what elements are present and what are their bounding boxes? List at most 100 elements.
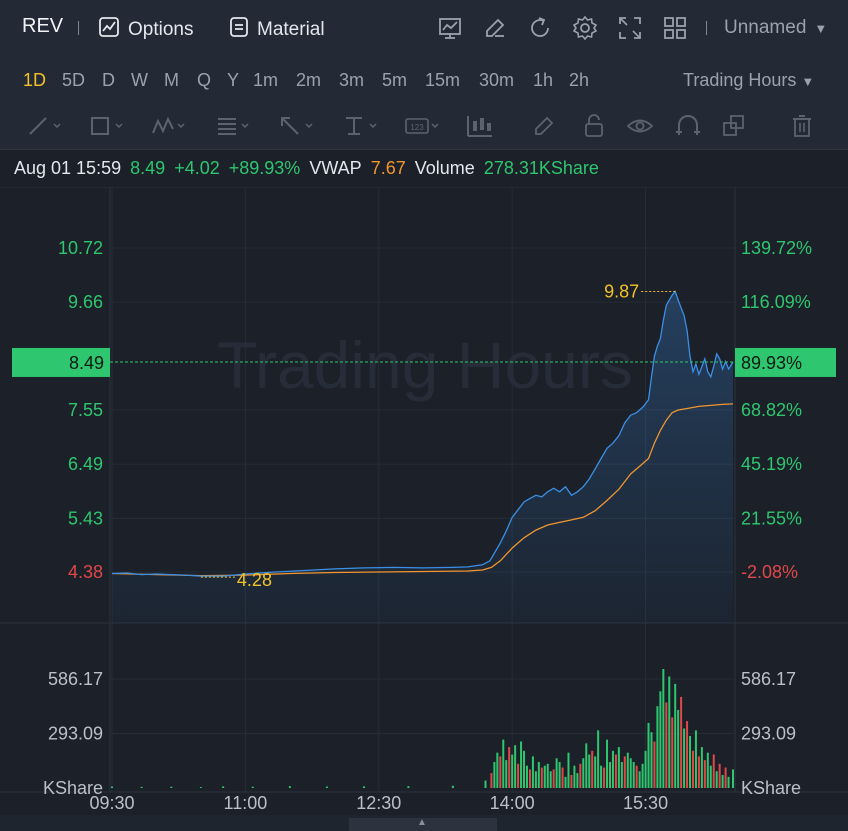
period-5d[interactable]: 5D <box>62 70 86 90</box>
volume-bar <box>288 786 291 788</box>
time-tick: 14:00 <box>490 793 535 813</box>
intraday-chart[interactable]: Trading Hours 10.72 139.72% 9.66 116.09% 7.5… <box>0 186 848 815</box>
rectangle-tool-icon[interactable] <box>88 113 124 139</box>
period-1d[interactable]: 1D <box>23 70 47 90</box>
volume-bar <box>683 728 686 788</box>
volume-bar <box>727 776 730 788</box>
candle-tool-icon[interactable] <box>464 113 500 139</box>
period-y[interactable]: Y <box>227 70 240 90</box>
volume-bar <box>629 758 632 788</box>
session-select[interactable]: Trading Hours ▼ <box>683 70 814 91</box>
volume-bar <box>558 761 561 788</box>
period-d[interactable]: D <box>102 70 115 90</box>
pct-tick: 45.19% <box>741 454 802 474</box>
price-tick: 5.43 <box>68 508 103 528</box>
volume-bar <box>686 721 689 788</box>
volume-bar <box>140 786 143 788</box>
volume-bar <box>671 717 674 788</box>
line-tool-icon[interactable] <box>26 113 62 139</box>
volume-bar <box>721 774 724 788</box>
price-line <box>111 290 734 577</box>
volume-bar <box>674 683 677 788</box>
volume-bar <box>496 752 499 788</box>
volume-bar <box>732 769 734 788</box>
eye-icon[interactable] <box>622 113 658 139</box>
fullscreen-icon[interactable] <box>616 14 644 42</box>
volume-bar <box>499 756 502 788</box>
period-2m[interactable]: 2m <box>296 70 322 90</box>
volume-bar <box>603 767 606 788</box>
period-15m[interactable]: 15m <box>425 70 461 90</box>
volume-bar <box>656 706 659 788</box>
ticker-symbol[interactable]: REV <box>22 15 64 37</box>
axis-labels: 10.72 139.72% 9.66 116.09% 7.55 68.82% 6.49 45.… <box>12 238 836 813</box>
volume-bar <box>620 761 623 788</box>
price-tick: 9.66 <box>68 292 103 312</box>
volume-bar <box>632 761 635 788</box>
quote-datetime: Aug 01 15:59 <box>14 158 122 178</box>
trash-icon[interactable] <box>784 113 820 139</box>
period-30m[interactable]: 30m <box>479 70 515 90</box>
volume-bar <box>635 765 638 788</box>
gear-icon[interactable] <box>571 14 599 42</box>
volume-bar <box>517 763 520 788</box>
indicator-icon[interactable] <box>436 14 464 42</box>
session-label: Trading Hours <box>683 70 797 90</box>
period-m[interactable]: M <box>164 70 179 90</box>
fibonacci-tool-icon[interactable] <box>214 113 250 139</box>
period-w[interactable]: W <box>131 70 148 90</box>
arrow-tool-icon[interactable] <box>278 113 314 139</box>
volume-bar <box>712 754 715 788</box>
volume-bar <box>199 787 202 788</box>
period-q[interactable]: Q <box>197 70 212 90</box>
volume-bar <box>528 769 531 788</box>
period-5m[interactable]: 5m <box>382 70 408 90</box>
volume-bar <box>531 756 534 788</box>
chevron-down-icon: ▼ <box>814 20 828 36</box>
quote-infobar: Aug 01 15:59 8.49 +4.02 +89.93% VWAP 7.6… <box>14 158 603 179</box>
wave-tool-icon[interactable] <box>150 113 186 139</box>
current-price-tag <box>12 347 110 377</box>
price-label-tool-icon[interactable]: 123 <box>404 113 440 139</box>
grid-layout-icon[interactable] <box>661 14 689 42</box>
refresh-icon[interactable] <box>526 14 554 42</box>
volume-bar <box>614 754 617 788</box>
volume-bar <box>606 739 609 788</box>
volume-bar <box>691 750 694 788</box>
period-1m[interactable]: 1m <box>253 70 279 90</box>
layers-icon[interactable] <box>718 113 754 139</box>
period-1h[interactable]: 1h <box>533 70 554 90</box>
price-tick: 10.72 <box>58 238 103 258</box>
options-button[interactable]: Options <box>98 16 193 44</box>
current-price-value: 8.49 <box>69 353 104 373</box>
volume-bar <box>697 756 700 788</box>
layout-select[interactable]: Unnamed ▼ <box>724 17 827 39</box>
volume-bar <box>561 767 564 788</box>
text-tool-icon[interactable] <box>342 113 378 139</box>
pct-tick: 21.55% <box>741 508 802 528</box>
volume-bar <box>222 786 225 788</box>
volume-bar <box>546 763 549 788</box>
volume-bar <box>514 745 517 788</box>
divider <box>706 21 707 35</box>
volume-bar <box>694 730 697 788</box>
volume-bar <box>111 786 113 788</box>
material-button[interactable]: Material <box>229 16 325 44</box>
price-area <box>112 291 733 623</box>
magnet-icon[interactable] <box>670 113 706 139</box>
chart-area[interactable]: Trading Hours 10.72 139.72% 9.66 116.09% 7.5… <box>0 186 848 815</box>
period-2h[interactable]: 2h <box>569 70 590 90</box>
scroll-handle[interactable]: ▲ <box>349 817 497 831</box>
volume-bar <box>170 786 173 788</box>
volume-bar <box>700 747 703 788</box>
edit-icon[interactable] <box>481 14 509 42</box>
period-3m[interactable]: 3m <box>339 70 365 90</box>
volume-bar <box>585 743 588 788</box>
volume-bar <box>653 741 656 788</box>
low-marker-label: 4.28 <box>237 570 272 590</box>
volume-bar <box>576 773 579 788</box>
lock-icon[interactable] <box>576 113 612 139</box>
brush-icon[interactable] <box>528 113 564 139</box>
volume-bar <box>591 750 594 788</box>
volume-bar <box>537 761 540 788</box>
